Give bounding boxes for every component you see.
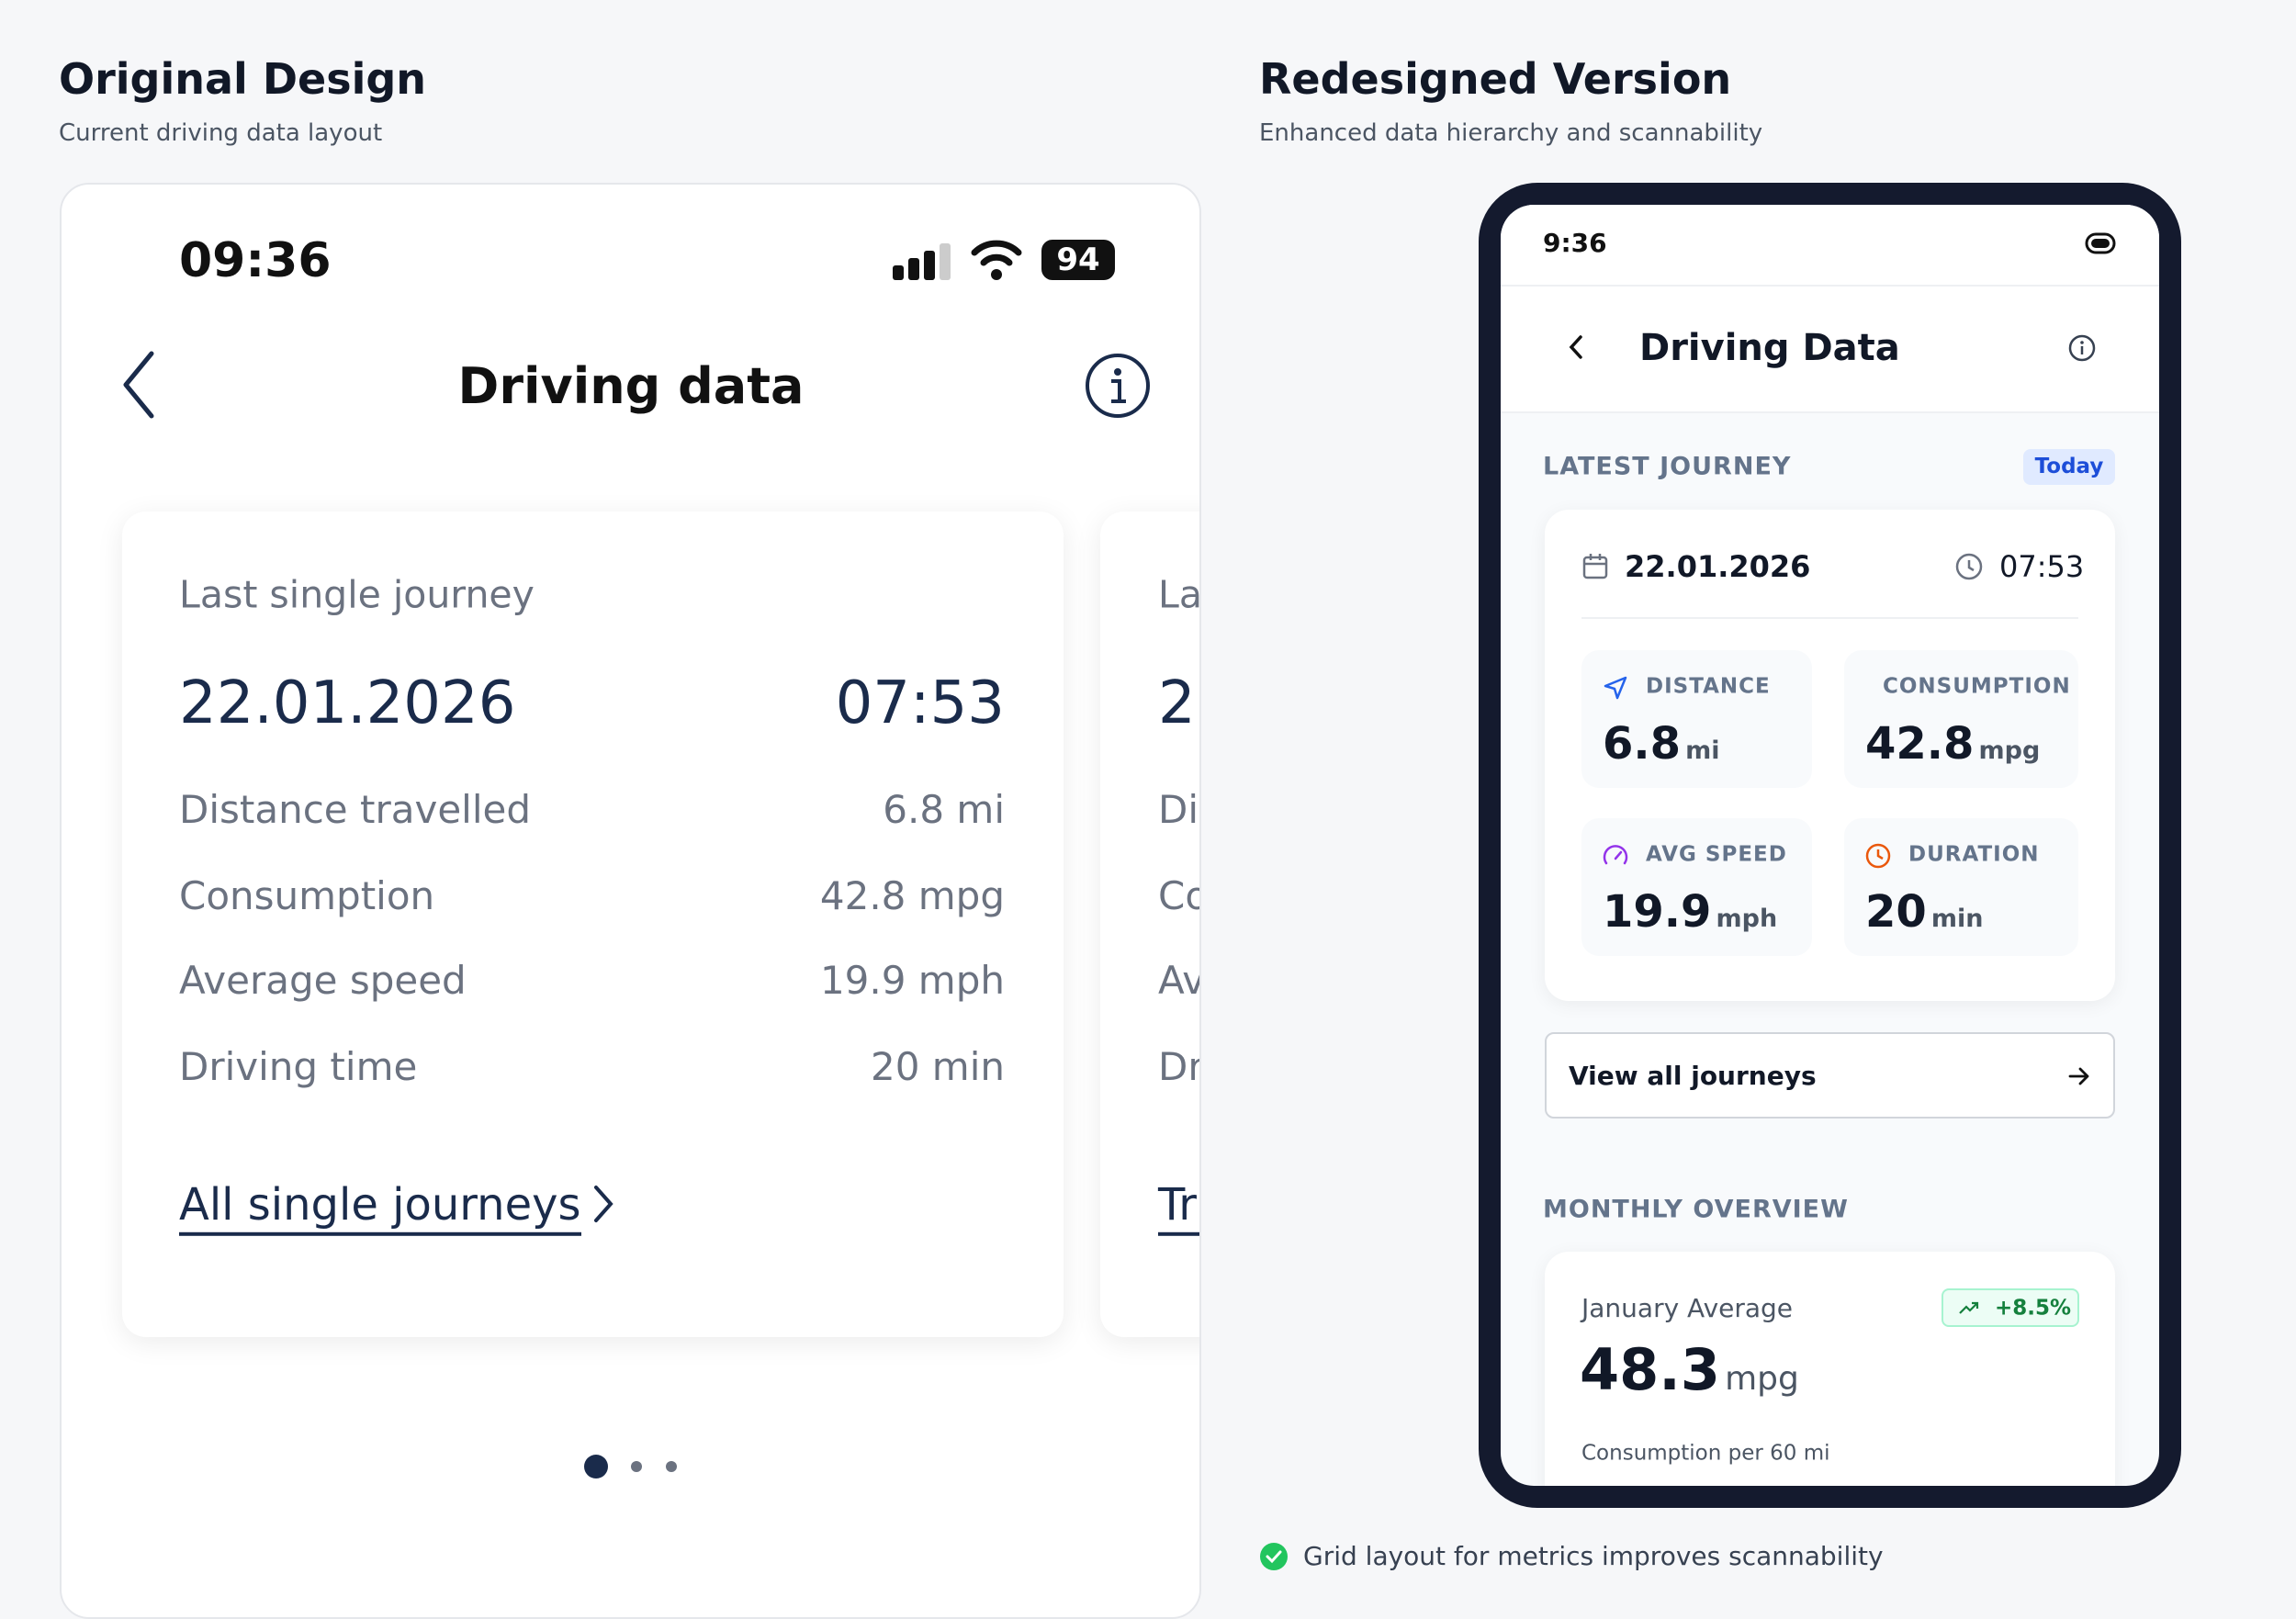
metric-tile: DISTANCE 6.8 mi [1581, 650, 1812, 788]
metric-tile: AVG SPEED 19.9 mph [1581, 818, 1812, 956]
metric-label: AVG SPEED [1646, 842, 1787, 867]
metric-value: 42.8 [1865, 718, 1975, 770]
peek-link[interactable]: Tri [1158, 1183, 1199, 1236]
peek-card: Last single journey 22.01.2026 Distance … [1100, 512, 1201, 1337]
row-value: 20 min [871, 1044, 1005, 1089]
subtitle: Current driving data layout [59, 119, 383, 147]
back-button[interactable] [1567, 333, 1585, 361]
section-title: LATEST JOURNEY [1543, 452, 1792, 481]
row-value: 42.8 mpg [819, 873, 1005, 918]
divider [1501, 285, 2159, 287]
metric-value: 20 [1865, 886, 1927, 938]
metric-unit: mpg [1978, 736, 2041, 765]
button-label: View all journeys [1569, 1061, 1817, 1091]
battery: 94 [1041, 240, 1115, 280]
monthly-label: January Average [1581, 1293, 1794, 1323]
peek-label: Last single journey [1158, 572, 1201, 617]
journey-time: 07:53 [1999, 549, 2085, 584]
view-all-button[interactable]: View all journeys [1545, 1032, 2115, 1119]
journey-date: 22.01.2026 [1625, 549, 1811, 584]
phone-original: 09:36 94 Driving data Last single journe… [60, 183, 1201, 1619]
title: Original Design [59, 54, 427, 104]
info-button[interactable] [2067, 333, 2097, 363]
metric: 6.8 mi [1603, 718, 1720, 770]
row-label: Distance travelled [179, 787, 532, 832]
screen: 9:36 Driving Data LATEST JOURNEY Today 2… [1501, 205, 2159, 1486]
metric-tile: CONSUMPTION 42.8 mpg [1844, 650, 2078, 788]
metric-unit: mi [1685, 736, 1720, 765]
metric-label: CONSUMPTION [1883, 674, 2071, 699]
peek-date: 22.01.2026 [1158, 669, 1199, 737]
header-title: Driving data [457, 357, 805, 415]
row-label: Average speed [179, 958, 467, 1003]
monthly-card: January Average +8.5% 48.3 mpg Consumpti… [1545, 1252, 2115, 1486]
title: Redesigned Version [1259, 54, 1732, 104]
monthly-metric: 48.3 mpg [1580, 1336, 1799, 1403]
back-button[interactable] [120, 350, 157, 420]
trend-value: +8.5% [1995, 1296, 2072, 1321]
speed-icon [1603, 845, 1628, 865]
card-date: 22.01.2026 [179, 669, 516, 737]
row-label: Driving time [179, 1044, 418, 1089]
page-dots [584, 1455, 677, 1478]
card-time: 07:53 [835, 669, 1005, 737]
card-label: Last single journey [179, 572, 535, 617]
metric: 20 min [1865, 886, 1984, 938]
row-label: Consumption [179, 873, 435, 918]
page: {"left":{"title":"Original Design","subt… [59, 54, 2181, 1619]
header-title: Driving Data [1639, 327, 1900, 369]
battery-icon [2085, 232, 2116, 254]
subtitle: Enhanced data hierarchy and scannability [1259, 119, 1763, 147]
link-chevron [594, 1186, 613, 1222]
row-value: 6.8 mi [883, 787, 1005, 832]
monthly-value: 48.3 [1580, 1336, 1720, 1403]
journey-card: Last single journey 22.01.2026 07:53 Dis… [122, 512, 1064, 1337]
arrow-icon [2068, 1067, 2089, 1085]
today-badge: Today [2023, 449, 2115, 485]
metric-unit: mph [1716, 905, 1778, 933]
all-journeys-link[interactable]: All single journeys [179, 1183, 581, 1236]
app-header [1501, 205, 2159, 413]
peek-row: Distance travelled [1158, 787, 1199, 832]
distance-icon [1604, 676, 1627, 700]
latest-card: 22.01.2026 07:53 DISTANCE 6.8 mi CONSUMP… [1545, 510, 2115, 1001]
metric: 19.9 mph [1603, 886, 1777, 938]
metric-label: DURATION [1908, 842, 2040, 867]
clock-icon [1955, 553, 1983, 580]
peek-row: Driving time [1158, 1044, 1199, 1089]
metric: 42.8 mpg [1865, 718, 2040, 770]
metric-label: DISTANCE [1646, 674, 1771, 699]
monthly-note: Consumption per 60 mi [1581, 1441, 1830, 1466]
monthly-unit: mpg [1725, 1360, 1799, 1398]
signal-icon [893, 243, 951, 280]
duration-icon [1865, 843, 1891, 869]
peek-row: Average speed [1158, 958, 1199, 1003]
metric-value: 19.9 [1603, 886, 1712, 938]
metric-tile: DURATION 20 min [1844, 818, 2078, 956]
section-title: MONTHLY OVERVIEW [1543, 1195, 1849, 1224]
metric-unit: min [1930, 905, 1984, 933]
metric-value: 6.8 [1603, 718, 1682, 770]
trend-icon [1959, 1301, 1979, 1314]
calendar-icon [1582, 554, 1608, 579]
divider [1581, 617, 2078, 619]
footnote: Grid layout for metrics improves scannab… [1303, 1541, 1884, 1571]
status-time: 09:36 [179, 233, 332, 288]
phone-redesign: 9:36 Driving Data LATEST JOURNEY Today 2… [1479, 183, 2181, 1508]
peek-row: Consumption [1158, 873, 1199, 918]
wifi-icon [971, 240, 1022, 280]
status-time: 9:36 [1543, 228, 1607, 258]
check-icon [1260, 1543, 1288, 1570]
info-button[interactable] [1084, 352, 1152, 420]
trend-badge: +8.5% [1941, 1288, 2079, 1327]
row-value: 19.9 mph [819, 958, 1005, 1003]
